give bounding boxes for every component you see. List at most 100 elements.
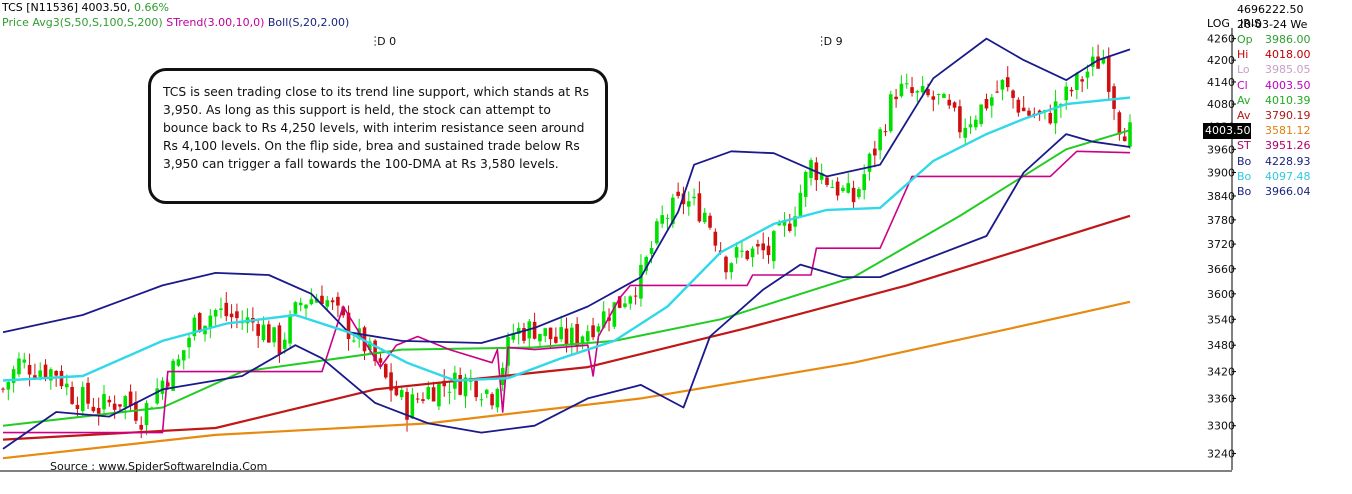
candle-body bbox=[511, 333, 516, 340]
candle-body bbox=[671, 197, 675, 224]
bollinger-upper bbox=[2, 37, 1131, 344]
y-tick-label: 3360 bbox=[1207, 392, 1235, 405]
candle-body bbox=[623, 303, 627, 308]
candle-body bbox=[277, 325, 282, 354]
date-marker-label: D 0 bbox=[377, 35, 396, 48]
candle-body bbox=[639, 264, 643, 299]
candle-body bbox=[989, 97, 994, 106]
info-row-value: 3966.04 bbox=[1265, 185, 1311, 198]
candle-body bbox=[766, 245, 771, 256]
candle-body bbox=[107, 399, 112, 403]
candle-body bbox=[80, 386, 85, 412]
candle-body bbox=[873, 148, 877, 156]
candle-body bbox=[368, 341, 372, 351]
info-row-label: Bo bbox=[1237, 185, 1252, 198]
bollinger-lower bbox=[2, 133, 1131, 450]
source-credit: Source : www.SpiderSoftwareIndia.Com bbox=[50, 460, 268, 473]
candle-body bbox=[803, 171, 808, 197]
candle-body bbox=[756, 244, 760, 247]
candle-body bbox=[936, 94, 941, 96]
candle-body bbox=[197, 313, 202, 332]
symbol-name: TCS [N11536] bbox=[2, 1, 79, 14]
info-row-label: Av bbox=[1237, 93, 1251, 107]
candle-body bbox=[330, 300, 335, 303]
y-tick-label: 3240 bbox=[1207, 448, 1235, 461]
candle-body bbox=[91, 406, 96, 412]
candle-body bbox=[1027, 110, 1031, 116]
candle-body bbox=[389, 372, 393, 391]
change-percent: 0.66% bbox=[134, 1, 169, 14]
date-marker-label: D 9 bbox=[824, 35, 843, 48]
info-row-label: Hi bbox=[1237, 48, 1249, 62]
candle-body bbox=[857, 189, 861, 198]
candle-body bbox=[692, 196, 696, 199]
candle-body bbox=[352, 340, 356, 342]
candle-body bbox=[580, 336, 585, 344]
candle-body bbox=[256, 324, 260, 336]
candle-body bbox=[43, 364, 48, 379]
info-row: Hi 4018.00 bbox=[1237, 48, 1311, 61]
candle-body bbox=[1128, 122, 1132, 147]
info-row: Cl 4003.50 bbox=[1237, 79, 1311, 92]
candle-body bbox=[437, 382, 441, 407]
candle-body bbox=[235, 311, 239, 319]
candle-body bbox=[160, 380, 165, 394]
info-row: Bo 4228.93 bbox=[1237, 155, 1311, 168]
info-row: ST 3951.26 bbox=[1237, 139, 1311, 152]
candle-body bbox=[102, 394, 106, 410]
candle-body bbox=[1011, 90, 1015, 98]
candle-body bbox=[208, 315, 213, 328]
info-row-value: 4018.00 bbox=[1265, 48, 1311, 62]
candle-body bbox=[888, 94, 893, 132]
candle-body bbox=[697, 193, 702, 222]
candle-body bbox=[894, 96, 898, 100]
y-tick-label: 3540 bbox=[1207, 313, 1235, 326]
info-row-value: 3951.26 bbox=[1265, 139, 1311, 153]
candle-body bbox=[282, 339, 287, 349]
candle-body bbox=[910, 87, 914, 94]
sma200-line bbox=[2, 300, 1131, 460]
info-row-value: 4097.48 bbox=[1265, 169, 1311, 183]
candle-body bbox=[963, 127, 968, 138]
candle-body bbox=[458, 374, 462, 395]
candle-body bbox=[383, 364, 388, 378]
candle-body bbox=[1016, 99, 1021, 113]
candle-body bbox=[655, 221, 659, 244]
y-tick-label: 4140 bbox=[1207, 76, 1235, 89]
candle-body bbox=[644, 256, 649, 271]
info-row-value: 3790.19 bbox=[1265, 109, 1311, 122]
candle-body bbox=[22, 359, 27, 363]
candle-body bbox=[27, 364, 32, 375]
current-price-badge: 4003.50 bbox=[1203, 123, 1251, 139]
candle-body bbox=[564, 328, 569, 345]
info-row: Op 3986.00 bbox=[1237, 33, 1311, 46]
date-markers: D 0 D 9 bbox=[374, 35, 843, 48]
candle-body bbox=[841, 187, 845, 192]
candle-body bbox=[676, 191, 680, 196]
legend-avg: Avg3(S,50,S,100,S,200) bbox=[32, 16, 163, 29]
candle-body bbox=[793, 216, 797, 227]
candle-body bbox=[33, 375, 37, 378]
candle-body bbox=[421, 399, 425, 401]
candle-body bbox=[591, 325, 595, 338]
candle-body bbox=[399, 390, 404, 398]
candle-body bbox=[958, 106, 962, 133]
candle-body bbox=[54, 371, 58, 376]
candle-body bbox=[38, 370, 43, 377]
info-row-label: Av bbox=[1237, 109, 1251, 122]
candle-body bbox=[702, 212, 707, 223]
info-row-value: 3581.12 bbox=[1265, 124, 1311, 138]
info-row-label: Bo bbox=[1237, 169, 1252, 183]
candle-body bbox=[979, 104, 983, 125]
bollinger-mid bbox=[2, 96, 1131, 382]
info-row: Av 3790.19 bbox=[1237, 109, 1311, 122]
y-tick-label: 3600 bbox=[1207, 288, 1235, 301]
indicator-legend: Price Avg3(S,50,S,100,S,200) STrend(3.00… bbox=[2, 16, 349, 29]
y-tick-label: 3900 bbox=[1207, 166, 1235, 179]
candle-body bbox=[11, 369, 16, 384]
candle-body bbox=[1037, 110, 1042, 114]
candle-body bbox=[686, 201, 691, 207]
candle-body bbox=[1069, 89, 1074, 92]
candle-body bbox=[288, 314, 292, 344]
candle-body bbox=[851, 187, 856, 203]
